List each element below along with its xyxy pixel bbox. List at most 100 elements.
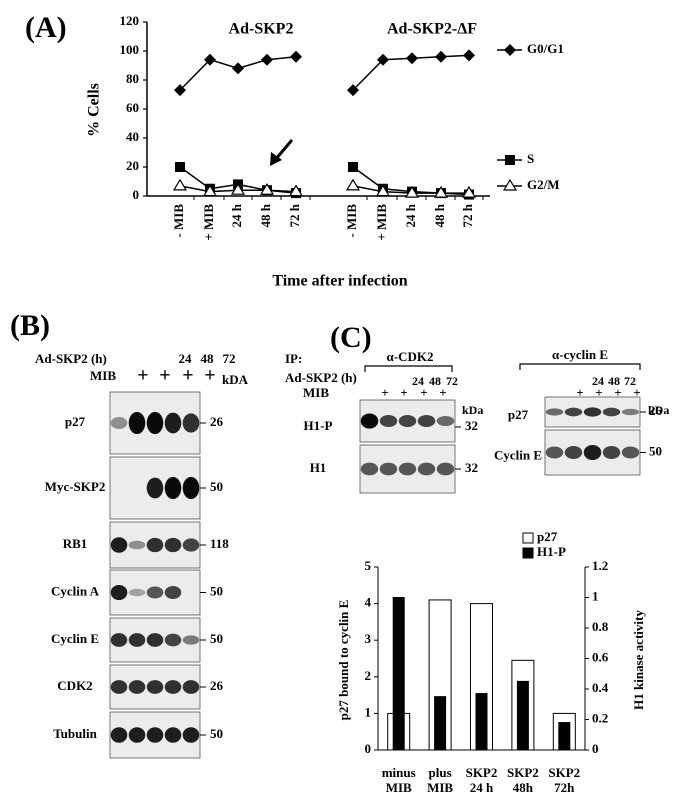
y-tick-label: 100 xyxy=(120,42,140,57)
row-label: p27 xyxy=(508,407,529,422)
legend-label: H1-P xyxy=(537,544,566,559)
y-tick-label: 20 xyxy=(126,158,139,173)
bar xyxy=(558,722,571,751)
arrow-head xyxy=(270,152,282,166)
point xyxy=(375,184,391,197)
band xyxy=(110,727,128,743)
band xyxy=(146,727,164,743)
plus: + xyxy=(137,365,148,387)
point xyxy=(461,185,477,198)
plus: + xyxy=(400,385,407,400)
legend-label: G0/G1 xyxy=(527,41,564,56)
y2-tick-label: 0.4 xyxy=(592,680,609,695)
point xyxy=(377,53,389,66)
time: 24 xyxy=(179,351,193,366)
band xyxy=(128,411,146,435)
label: MIB xyxy=(303,385,329,400)
band xyxy=(128,588,146,597)
band xyxy=(164,633,182,647)
y2-tick-label: 1.2 xyxy=(592,558,608,573)
x-tick-label: 48 h xyxy=(432,203,447,227)
label: MIB xyxy=(90,368,116,383)
band xyxy=(545,446,564,459)
label: Ad-SKP2 (h) xyxy=(35,351,107,366)
time: 72 xyxy=(446,374,458,388)
kda-label: kDA xyxy=(222,372,249,387)
plus: + xyxy=(204,365,215,387)
band xyxy=(602,407,621,417)
band xyxy=(164,537,182,553)
point xyxy=(502,178,518,191)
y2-tick-label: 1 xyxy=(592,588,599,603)
time: 24 xyxy=(592,374,604,388)
y2-tick-label: 0.2 xyxy=(592,710,608,725)
band xyxy=(621,408,640,416)
time: 72 xyxy=(624,374,636,388)
point xyxy=(404,185,420,198)
band xyxy=(360,413,379,429)
ip-label: α-CDK2 xyxy=(387,349,434,364)
band xyxy=(128,540,146,550)
y-tick-label: 80 xyxy=(126,71,139,86)
band xyxy=(564,407,583,417)
y-tick-label: 120 xyxy=(120,13,140,28)
row-label: Cyclin A xyxy=(51,583,100,598)
label: IP: xyxy=(285,351,302,366)
y-tick-label: 2 xyxy=(365,668,372,683)
point xyxy=(435,50,447,63)
band xyxy=(182,413,200,433)
plus: + xyxy=(420,385,427,400)
y2-tick-label: 0.8 xyxy=(592,619,609,634)
row-label: Cyclin E xyxy=(51,631,99,646)
row-label: H1-P xyxy=(304,418,333,433)
time: 48 xyxy=(201,351,215,366)
band xyxy=(182,635,200,645)
row-label: RB1 xyxy=(63,536,88,551)
band xyxy=(110,417,128,429)
row-label: H1 xyxy=(310,460,327,475)
y-tick-label: 3 xyxy=(365,631,372,646)
point xyxy=(172,178,188,191)
row-label: Myc-SKP2 xyxy=(45,479,106,494)
kda-value: 32 xyxy=(465,460,478,475)
x-tick-label: SKP2 xyxy=(507,765,539,780)
point xyxy=(504,44,516,56)
x-tick-label: SKP2 xyxy=(466,765,498,780)
point xyxy=(261,53,273,66)
y-tick-label: 0 xyxy=(133,187,140,202)
band xyxy=(146,633,164,647)
plus: + xyxy=(633,385,640,400)
point xyxy=(204,53,216,66)
kda-label: kDa xyxy=(462,403,483,417)
band xyxy=(146,537,164,553)
band xyxy=(564,446,583,459)
arrow xyxy=(273,139,294,161)
plus: + xyxy=(439,385,446,400)
band xyxy=(146,680,164,694)
x-tick-label: 24 h xyxy=(470,780,494,795)
x-tick-label: SKP2 xyxy=(548,765,580,780)
group-title: Ad-SKP2 xyxy=(229,21,294,38)
kda-value: 26 xyxy=(210,414,224,429)
group-title: Ad-SKP2-ΔF xyxy=(387,21,477,38)
plus: + xyxy=(614,385,621,400)
band xyxy=(110,680,128,694)
band xyxy=(621,446,640,459)
band xyxy=(602,446,621,459)
y-tick-label: 5 xyxy=(365,558,372,573)
row-label: Tubulin xyxy=(53,726,97,741)
kda-label: kDa xyxy=(648,403,669,417)
plus: + xyxy=(381,385,388,400)
x-tick-label: + MIB xyxy=(201,204,216,241)
kda-value: 50 xyxy=(210,479,223,494)
y2-axis-label: H1 kinase activity xyxy=(631,610,646,710)
panel-label: (B) xyxy=(10,309,50,342)
x-tick-label: plus xyxy=(429,765,452,780)
point xyxy=(175,162,185,172)
row-label: CDK2 xyxy=(57,678,92,693)
point xyxy=(463,49,475,62)
time: 72 xyxy=(223,351,236,366)
y-axis-label: % Cells xyxy=(86,83,103,137)
band xyxy=(182,476,200,500)
band xyxy=(583,444,602,461)
